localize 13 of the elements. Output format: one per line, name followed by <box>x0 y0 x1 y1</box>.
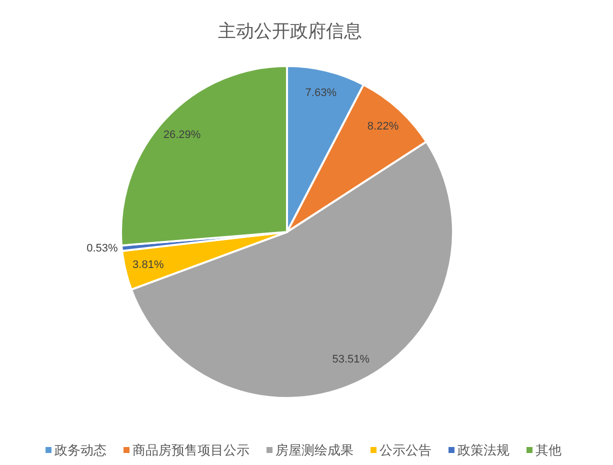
data-label: 3.81% <box>132 259 164 272</box>
legend-label: 商品房预售项目公示 <box>132 442 250 458</box>
data-label: 53.51% <box>332 354 370 366</box>
legend-label: 政策法规 <box>458 442 510 458</box>
chart-title: 主动公开政府信息 <box>218 20 362 41</box>
data-label: 8.22% <box>367 120 399 132</box>
legend-label: 房屋测绘成果 <box>276 442 354 458</box>
data-label: 7.63% <box>305 87 337 100</box>
data-label: 0.53% <box>86 242 118 255</box>
legend-label: 其他 <box>536 442 562 458</box>
legend-label: 公示公告 <box>380 442 432 458</box>
data-label: 26.29% <box>163 129 201 142</box>
legend-label: 政务动态 <box>54 442 106 458</box>
